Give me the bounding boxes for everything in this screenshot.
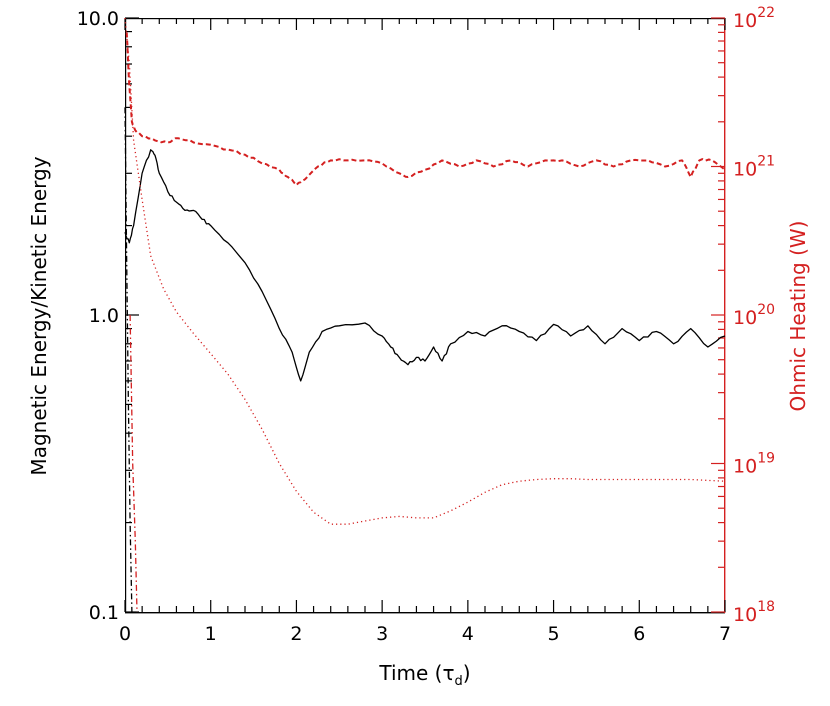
plot-frame-top xyxy=(125,18,725,20)
plot-frame-bottom xyxy=(125,612,725,614)
x-tick-label: 0 xyxy=(119,623,131,645)
series-line-solid xyxy=(124,149,726,382)
x-axis-title-sub: d xyxy=(455,674,463,689)
y-right-tick-label: 1022 xyxy=(733,5,775,32)
y-right-tick-label: 1018 xyxy=(733,599,775,626)
y-left-tick-label: 0.1 xyxy=(89,602,119,624)
y-right-tick-label: 1020 xyxy=(733,302,775,329)
y-right-tick-label: 1019 xyxy=(733,451,775,478)
x-tick-label: 2 xyxy=(290,623,302,645)
x-tick-label: 3 xyxy=(376,623,388,645)
x-tick-label: 5 xyxy=(548,623,560,645)
y-axis-left-title: Magnetic Energy/Kinetic Energy xyxy=(27,156,51,475)
x-tick-label: 1 xyxy=(205,623,217,645)
y-right-tick-base: 10 xyxy=(733,456,757,478)
y-axis-right-title: Ohmic Heating (W) xyxy=(786,221,810,412)
y-left-tick-label: 1.0 xyxy=(89,305,119,327)
y-right-tick-exp: 19 xyxy=(757,451,775,467)
x-tick-label: 4 xyxy=(462,623,474,645)
y-right-tick-exp: 18 xyxy=(757,599,775,615)
series-layer xyxy=(124,17,726,613)
y-right-tick-base: 10 xyxy=(733,10,757,32)
axis-ticks xyxy=(124,17,726,613)
series-line-dashed xyxy=(125,32,726,187)
series-line-dotted xyxy=(124,17,726,525)
y-right-tick-exp: 20 xyxy=(757,302,775,318)
series-line-dash-dot xyxy=(129,314,138,613)
x-axis-title: Time (τd) xyxy=(378,661,470,689)
y-right-tick-base: 10 xyxy=(733,604,757,626)
plot-area xyxy=(125,18,726,614)
y-right-tick-exp: 21 xyxy=(757,154,775,170)
y-right-tick-base: 10 xyxy=(733,307,757,329)
y-left-tick-label: 10.0 xyxy=(77,8,119,30)
x-tick-label: 6 xyxy=(633,623,645,645)
x-axis-title-end: ) xyxy=(463,661,471,685)
y-right-tick-base: 10 xyxy=(733,159,757,181)
y-right-tick-label: 1021 xyxy=(733,154,775,181)
series-line-dash-dot xyxy=(124,107,133,613)
x-axis-title-main: Time (τ xyxy=(378,661,454,685)
y-right-tick-exp: 22 xyxy=(757,5,775,21)
x-tick-label: 7 xyxy=(719,623,731,645)
